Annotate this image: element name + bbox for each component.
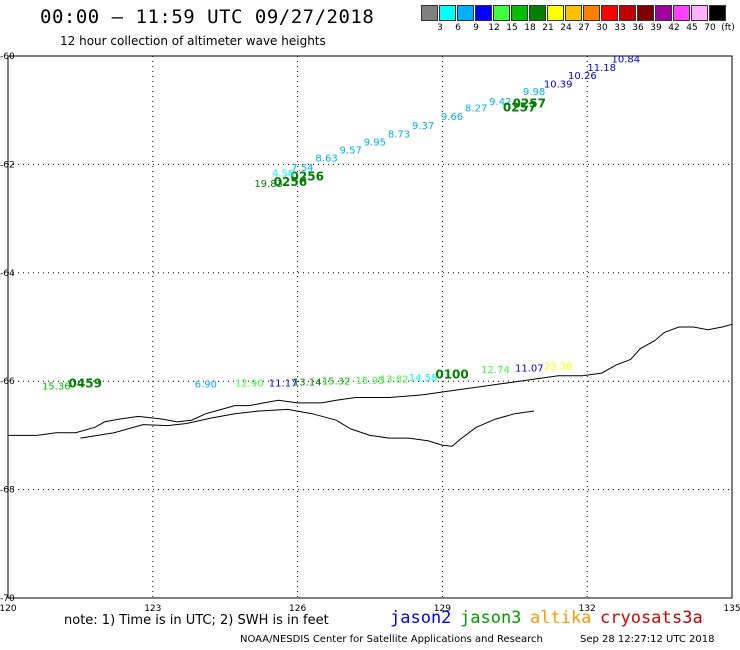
coastline-ice-shelf <box>80 408 535 447</box>
satellite-s3a: s3a <box>672 608 703 628</box>
wave-height-label: 13.14 <box>293 378 322 389</box>
lon-tick-label: 120 <box>0 604 17 614</box>
legend-swatch <box>691 5 708 21</box>
wave-height-label: 0257 <box>503 100 536 114</box>
wave-height-label: 0256 <box>274 175 307 189</box>
wave-height-label: 13.82 <box>380 374 409 385</box>
wave-height-label: 12.90 <box>235 379 264 390</box>
wave-height-label: 15.32 <box>322 376 351 387</box>
legend-unit: (ft) <box>721 23 735 33</box>
wave-height-label: 10.39 <box>544 79 573 90</box>
wave-height-label: 0100 <box>435 367 468 381</box>
legend-swatch <box>655 5 672 21</box>
wave-height-label: 11.07 <box>515 363 544 374</box>
legend-swatch <box>529 5 546 21</box>
legend-label: 30 <box>596 23 608 33</box>
lon-tick-label: 132 <box>579 604 596 614</box>
wave-height-label: 14.58 <box>409 373 438 384</box>
legend-swatch <box>439 5 456 21</box>
legend-swatch <box>565 5 582 21</box>
legend-label: 6 <box>455 23 461 33</box>
satellite-altika: altika <box>530 608 592 628</box>
legend-swatch <box>709 5 726 21</box>
legend-label: 27 <box>578 23 590 33</box>
legend-label: 21 <box>542 23 554 33</box>
footnote: note: 1) Time is in UTC; 2) SWH is in fe… <box>64 613 329 628</box>
wave-height-label: 15.36 <box>42 381 71 392</box>
map-frame <box>7 55 733 599</box>
wave-height-label: 9.66 <box>441 112 463 123</box>
lat-tick-label: -60 <box>0 52 15 62</box>
wave-height-label: 11.18 <box>587 63 616 74</box>
wave-height-label: 15.95 <box>356 376 385 387</box>
wave-height-label: 9.37 <box>412 121 434 132</box>
legend-swatch <box>493 5 510 21</box>
legend-label: 45 <box>686 23 698 33</box>
wave-height-label: 8.63 <box>315 154 337 165</box>
lat-tick-label: -64 <box>0 269 15 279</box>
map-subtitle: 12 hour collection of altimeter wave hei… <box>60 34 326 48</box>
lon-tick-label: 123 <box>144 604 161 614</box>
page-title: 00:00 – 11:59 UTC 09/27/2018 <box>40 6 375 28</box>
legend-swatch <box>619 5 636 21</box>
lat-tick-label: -68 <box>0 486 15 496</box>
legend-label: 42 <box>668 23 680 33</box>
wave-height-label: 6.90 <box>195 380 217 391</box>
satellite-jason2: jason2 <box>390 608 452 628</box>
wave-height-label: 9.42 <box>489 97 511 108</box>
legend-swatch <box>673 5 690 21</box>
generated-timestamp: Sep 28 12:27:12 UTC 2018 <box>580 634 715 645</box>
wave-height-label: 8.73 <box>388 129 410 140</box>
legend-label: 3 <box>437 23 443 33</box>
wave-height-label: 10.26 <box>568 71 597 82</box>
legend-swatch <box>457 5 474 21</box>
wave-height-label: 19.83 <box>254 179 283 190</box>
legend-label: 18 <box>524 23 536 33</box>
lat-tick-label: -70 <box>0 594 15 604</box>
wave-height-label: 9.95 <box>364 137 386 148</box>
wave-height-label: 12.74 <box>481 365 510 376</box>
lon-tick-label: 129 <box>434 604 451 614</box>
coastline <box>8 323 733 436</box>
wave-height-label: 7.54 <box>291 163 313 174</box>
legend-swatch <box>547 5 564 21</box>
wave-height-label: 23.38 <box>544 361 573 372</box>
lat-tick-label: -66 <box>0 377 15 387</box>
wave-height-label: 8.27 <box>465 103 487 114</box>
legend-swatch <box>511 5 528 21</box>
wave-height-label: 0459 <box>69 377 102 391</box>
legend-swatch <box>475 5 492 21</box>
legend-swatch <box>601 5 618 21</box>
legend-label: 39 <box>650 23 662 33</box>
satellite-cryosat: cryosat <box>600 608 672 628</box>
wave-height-label: 4.56 <box>272 168 294 179</box>
wave-height-label: 0256 <box>291 170 324 184</box>
lat-tick-label: -62 <box>0 160 15 170</box>
legend-label: 36 <box>632 23 644 33</box>
lon-tick-label: 135 <box>723 604 740 614</box>
legend-swatch <box>583 5 600 21</box>
satellite-jason3: jason3 <box>460 608 522 628</box>
credit-text: NOAA/NESDIS Center for Satellite Applica… <box>240 634 543 645</box>
legend-label: 12 <box>488 23 500 33</box>
wave-height-label: 0257 <box>513 96 546 110</box>
legend-label: 15 <box>506 23 518 33</box>
legend-swatch <box>421 5 438 21</box>
wave-height-label: 11.17 <box>269 379 298 390</box>
legend-label: 24 <box>560 23 572 33</box>
wave-height-label: 9.98 <box>523 87 545 98</box>
legend-label: 33 <box>614 23 626 33</box>
wave-height-label: 10.84 <box>611 55 640 66</box>
legend-label: 70 <box>704 23 716 33</box>
lon-tick-label: 126 <box>289 604 306 614</box>
legend-swatch <box>637 5 654 21</box>
legend-label: 9 <box>473 23 479 33</box>
wave-height-label: 9.57 <box>340 146 362 157</box>
